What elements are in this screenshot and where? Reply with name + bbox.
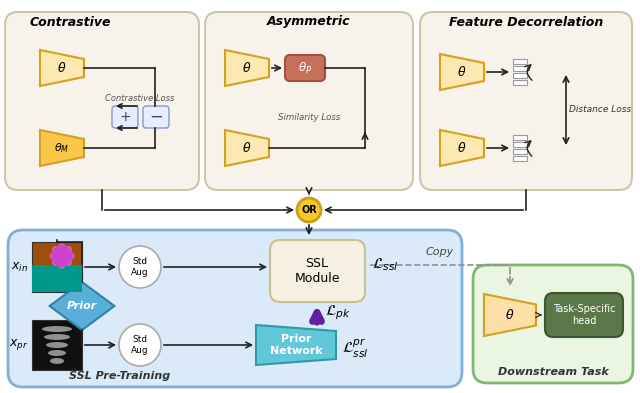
Text: $\mathcal{L}_{pk}$: $\mathcal{L}_{pk}$	[325, 304, 351, 322]
Circle shape	[58, 261, 65, 268]
FancyBboxPatch shape	[205, 12, 413, 190]
Text: Distance Loss: Distance Loss	[569, 105, 631, 114]
Bar	[513, 66, 527, 71]
Text: $x_{pr}$: $x_{pr}$	[9, 338, 28, 353]
Circle shape	[51, 245, 73, 267]
Ellipse shape	[44, 334, 70, 340]
Bar	[32, 320, 82, 370]
Text: Copy: Copy	[426, 247, 454, 257]
Polygon shape	[225, 130, 269, 166]
Polygon shape	[484, 294, 536, 336]
FancyBboxPatch shape	[5, 12, 199, 190]
Circle shape	[67, 252, 74, 259]
Text: SSL
Module: SSL Module	[294, 257, 340, 285]
Text: $\theta_M$: $\theta_M$	[54, 141, 70, 155]
FancyBboxPatch shape	[473, 265, 633, 383]
Bar	[513, 142, 527, 147]
Circle shape	[297, 198, 321, 222]
FancyBboxPatch shape	[112, 106, 138, 128]
Circle shape	[52, 246, 59, 253]
Text: $\theta$: $\theta$	[243, 61, 252, 75]
Text: Feature Decorrelation: Feature Decorrelation	[449, 15, 603, 29]
Circle shape	[65, 259, 72, 266]
Polygon shape	[256, 325, 336, 365]
Polygon shape	[50, 282, 115, 330]
Bar	[513, 59, 527, 64]
Text: Prior
Network: Prior Network	[269, 334, 323, 356]
Ellipse shape	[46, 342, 68, 348]
Text: Std
Aug: Std Aug	[131, 257, 149, 277]
Circle shape	[65, 246, 72, 253]
Text: Contrastive Loss: Contrastive Loss	[106, 94, 175, 103]
Bar	[32, 264, 82, 292]
FancyBboxPatch shape	[420, 12, 632, 190]
Text: SSL Pre-Training: SSL Pre-Training	[69, 371, 171, 381]
Text: Asymmetric: Asymmetric	[268, 15, 351, 29]
Text: $\theta_P$: $\theta_P$	[298, 61, 312, 75]
Text: $\theta$: $\theta$	[58, 61, 67, 75]
Polygon shape	[40, 50, 84, 86]
Circle shape	[58, 244, 65, 250]
Text: $\theta$: $\theta$	[458, 141, 467, 155]
Ellipse shape	[50, 358, 64, 364]
Circle shape	[52, 259, 59, 266]
Text: −: −	[149, 108, 163, 126]
Text: $\theta$: $\theta$	[506, 308, 515, 322]
Text: Task-Specific
head: Task-Specific head	[553, 304, 615, 326]
Ellipse shape	[48, 350, 66, 356]
Text: Contrastive: Contrastive	[29, 15, 111, 29]
Text: $x_{in}$: $x_{in}$	[11, 261, 28, 274]
FancyBboxPatch shape	[143, 106, 169, 128]
Circle shape	[119, 324, 161, 366]
Text: $\theta$: $\theta$	[458, 65, 467, 79]
FancyBboxPatch shape	[270, 240, 365, 302]
FancyBboxPatch shape	[8, 230, 462, 387]
Text: Prior: Prior	[67, 301, 97, 311]
Polygon shape	[40, 130, 84, 166]
FancyBboxPatch shape	[285, 55, 325, 81]
Text: $\mathcal{L}_{ssl}^{pr}$: $\mathcal{L}_{ssl}^{pr}$	[342, 336, 369, 360]
FancyBboxPatch shape	[545, 293, 623, 337]
Bar	[513, 80, 527, 85]
Text: $\mathcal{L}_{ssl}$: $\mathcal{L}_{ssl}$	[372, 257, 399, 274]
Text: OR: OR	[301, 205, 317, 215]
Bar	[513, 156, 527, 161]
Text: +: +	[119, 110, 131, 124]
Polygon shape	[440, 54, 484, 90]
Text: Similarity Loss: Similarity Loss	[278, 114, 340, 123]
Bar	[513, 73, 527, 78]
Polygon shape	[440, 130, 484, 166]
Polygon shape	[225, 50, 269, 86]
Bar	[513, 135, 527, 140]
Bar	[32, 242, 82, 292]
Circle shape	[49, 252, 56, 259]
Text: Downstream Task: Downstream Task	[498, 367, 609, 377]
Text: Std
Aug: Std Aug	[131, 335, 149, 355]
Ellipse shape	[42, 326, 72, 332]
Circle shape	[119, 246, 161, 288]
Text: $\theta$: $\theta$	[243, 141, 252, 155]
Bar	[513, 149, 527, 154]
